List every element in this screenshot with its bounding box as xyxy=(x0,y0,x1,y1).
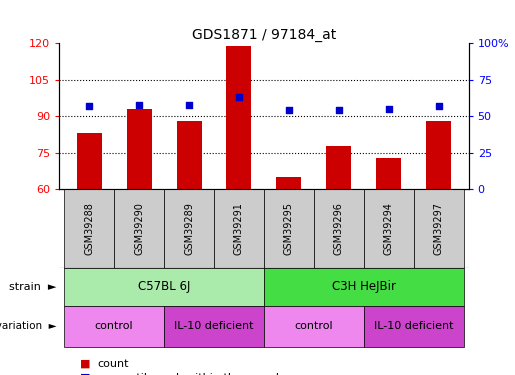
Text: ■: ■ xyxy=(80,359,90,369)
Point xyxy=(385,106,393,112)
Text: genotype/variation  ►: genotype/variation ► xyxy=(0,321,57,331)
Bar xyxy=(364,306,464,347)
Text: GSM39294: GSM39294 xyxy=(384,202,394,255)
Text: strain  ►: strain ► xyxy=(9,282,57,292)
Bar xyxy=(264,306,364,347)
Bar xyxy=(77,134,101,189)
Text: C57BL 6J: C57BL 6J xyxy=(138,280,190,293)
Text: percentile rank within the sample: percentile rank within the sample xyxy=(98,373,286,375)
Text: ■: ■ xyxy=(80,373,90,375)
Bar xyxy=(214,189,264,268)
Text: IL-10 deficient: IL-10 deficient xyxy=(174,321,254,331)
Bar xyxy=(414,189,464,268)
Bar xyxy=(64,189,114,268)
Bar xyxy=(177,121,201,189)
Bar xyxy=(264,189,314,268)
Text: GSM39289: GSM39289 xyxy=(184,202,194,255)
Point xyxy=(335,107,343,113)
Text: IL-10 deficient: IL-10 deficient xyxy=(374,321,454,331)
Bar xyxy=(227,46,251,189)
Text: GSM39297: GSM39297 xyxy=(434,202,444,255)
Bar xyxy=(376,158,401,189)
Point xyxy=(435,103,443,109)
Bar xyxy=(127,109,151,189)
Text: count: count xyxy=(98,359,129,369)
Point xyxy=(235,94,243,100)
Text: GSM39291: GSM39291 xyxy=(234,202,244,255)
Bar xyxy=(164,306,264,347)
Bar xyxy=(277,177,301,189)
Bar xyxy=(426,121,451,189)
Text: GSM39295: GSM39295 xyxy=(284,202,294,255)
Point xyxy=(135,102,143,108)
Text: control: control xyxy=(295,321,333,331)
Point xyxy=(85,103,93,109)
Text: GSM39290: GSM39290 xyxy=(134,202,144,255)
Text: GSM39288: GSM39288 xyxy=(84,202,94,255)
Bar xyxy=(164,189,214,268)
Text: C3H HeJBir: C3H HeJBir xyxy=(332,280,396,293)
Bar xyxy=(114,189,164,268)
Point xyxy=(185,102,193,108)
Bar xyxy=(314,189,364,268)
Title: GDS1871 / 97184_at: GDS1871 / 97184_at xyxy=(192,28,336,42)
Bar xyxy=(264,268,464,306)
Text: control: control xyxy=(95,321,133,331)
Bar xyxy=(327,146,351,189)
Bar xyxy=(364,189,414,268)
Text: GSM39296: GSM39296 xyxy=(334,202,344,255)
Bar xyxy=(64,268,264,306)
Bar xyxy=(64,306,164,347)
Point xyxy=(285,107,293,113)
